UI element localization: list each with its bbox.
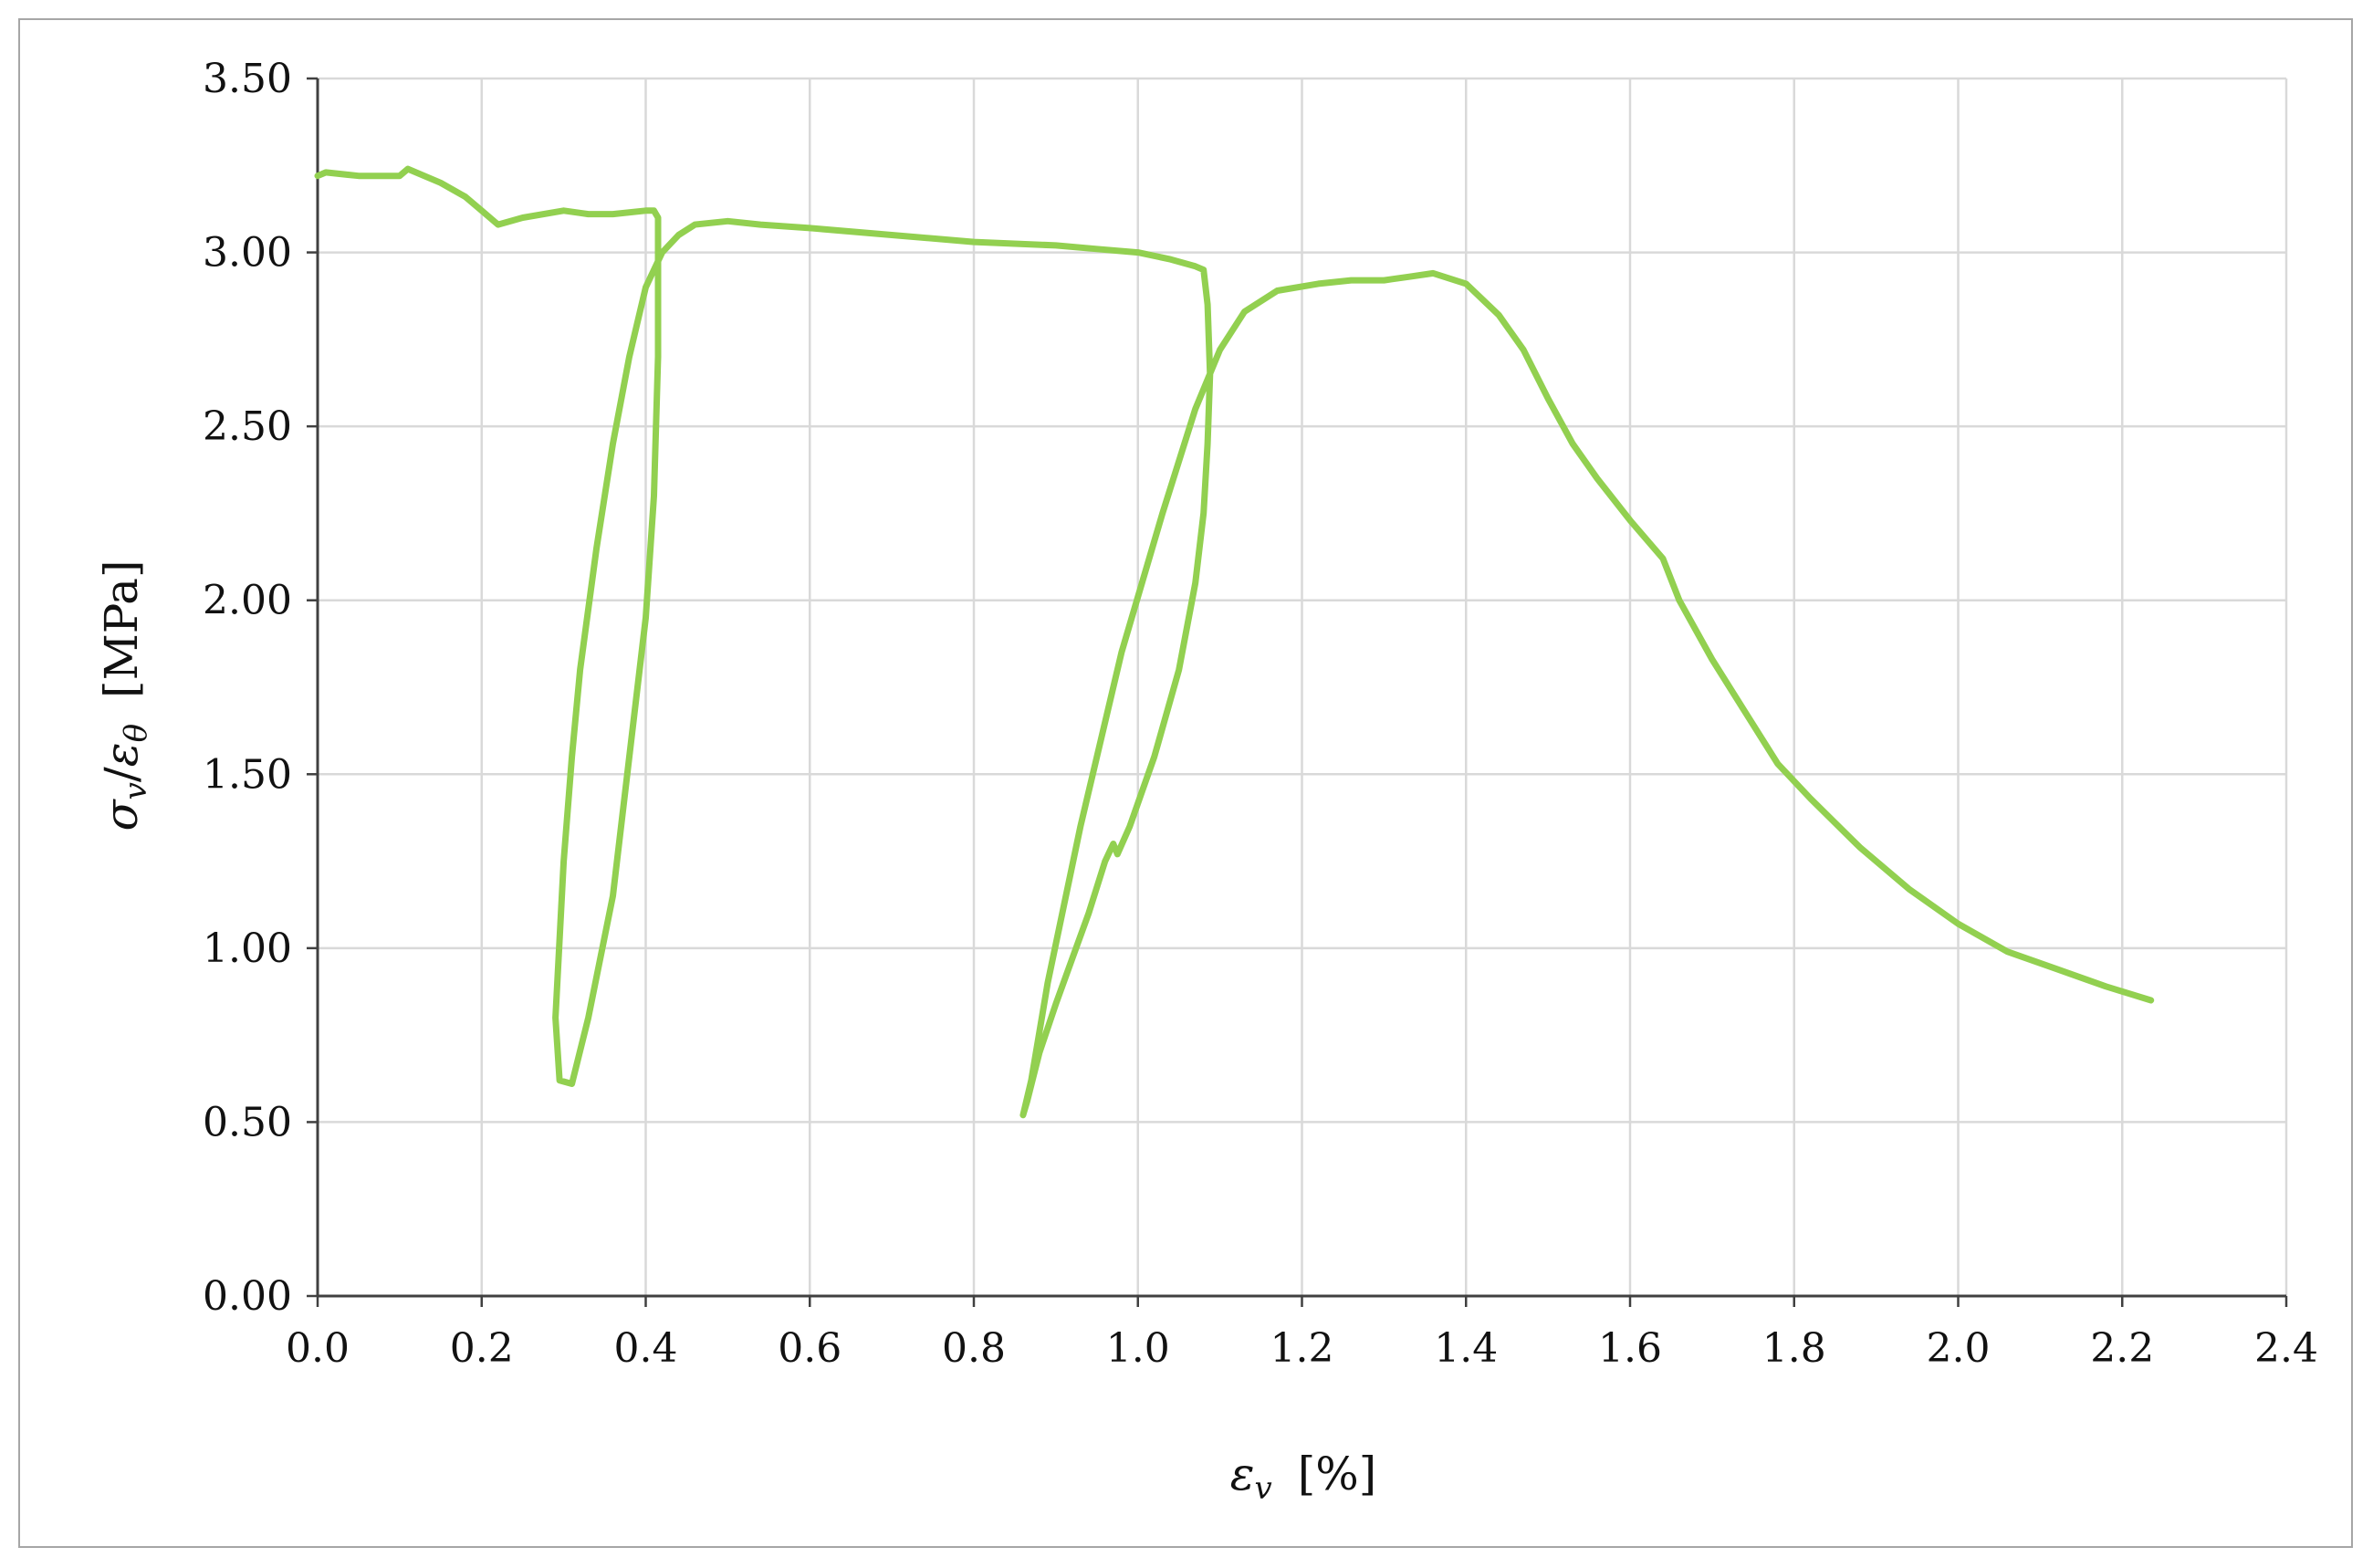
x-tick-label: 2.2 [2090, 1325, 2154, 1372]
x-tick-label: 1.6 [1598, 1325, 1662, 1372]
x-tick-label: 0.8 [942, 1325, 1006, 1372]
y-axis-title: σv/εθ[MPa] [95, 560, 154, 831]
x-tick-label: 0.0 [286, 1325, 350, 1372]
x-tick-label: 1.0 [1106, 1325, 1170, 1372]
y-tick-label: 0.50 [203, 1099, 292, 1145]
y-tick-label: 3.50 [203, 56, 292, 102]
y-tick-label: 1.00 [203, 925, 292, 972]
x-tick-label: 0.4 [614, 1325, 678, 1372]
y-tick-label: 2.50 [203, 403, 292, 450]
y-tick-label: 0.00 [203, 1273, 292, 1320]
x-tick-label: 1.4 [1434, 1325, 1498, 1372]
x-tick-label: 1.2 [1270, 1325, 1334, 1372]
y-tick-label: 2.00 [203, 578, 292, 624]
y-tick-label: 3.00 [203, 230, 292, 277]
grid-lines [318, 77, 2288, 1296]
x-tick-label: 0.6 [778, 1325, 842, 1372]
series-lines [314, 165, 2155, 1119]
x-tick-label: 2.0 [1927, 1325, 1991, 1372]
x-tick-label: 0.2 [450, 1325, 514, 1372]
y-tick-label: 1.50 [203, 751, 292, 798]
chart-frame [18, 18, 2353, 1548]
tick-labels: 0.0 0.2 0.4 0.6 0.8 1.0 1.2 1.4 1.6 1.8 2.0 2.2 2.4 0… [203, 56, 2318, 1372]
x-tick-label: 1.8 [1762, 1325, 1826, 1372]
series-line-1 [314, 165, 2155, 1119]
x-axis-title: εv [%] [1230, 1448, 1377, 1507]
x-tick-label: 2.4 [2254, 1325, 2318, 1372]
axes [307, 77, 2288, 1307]
